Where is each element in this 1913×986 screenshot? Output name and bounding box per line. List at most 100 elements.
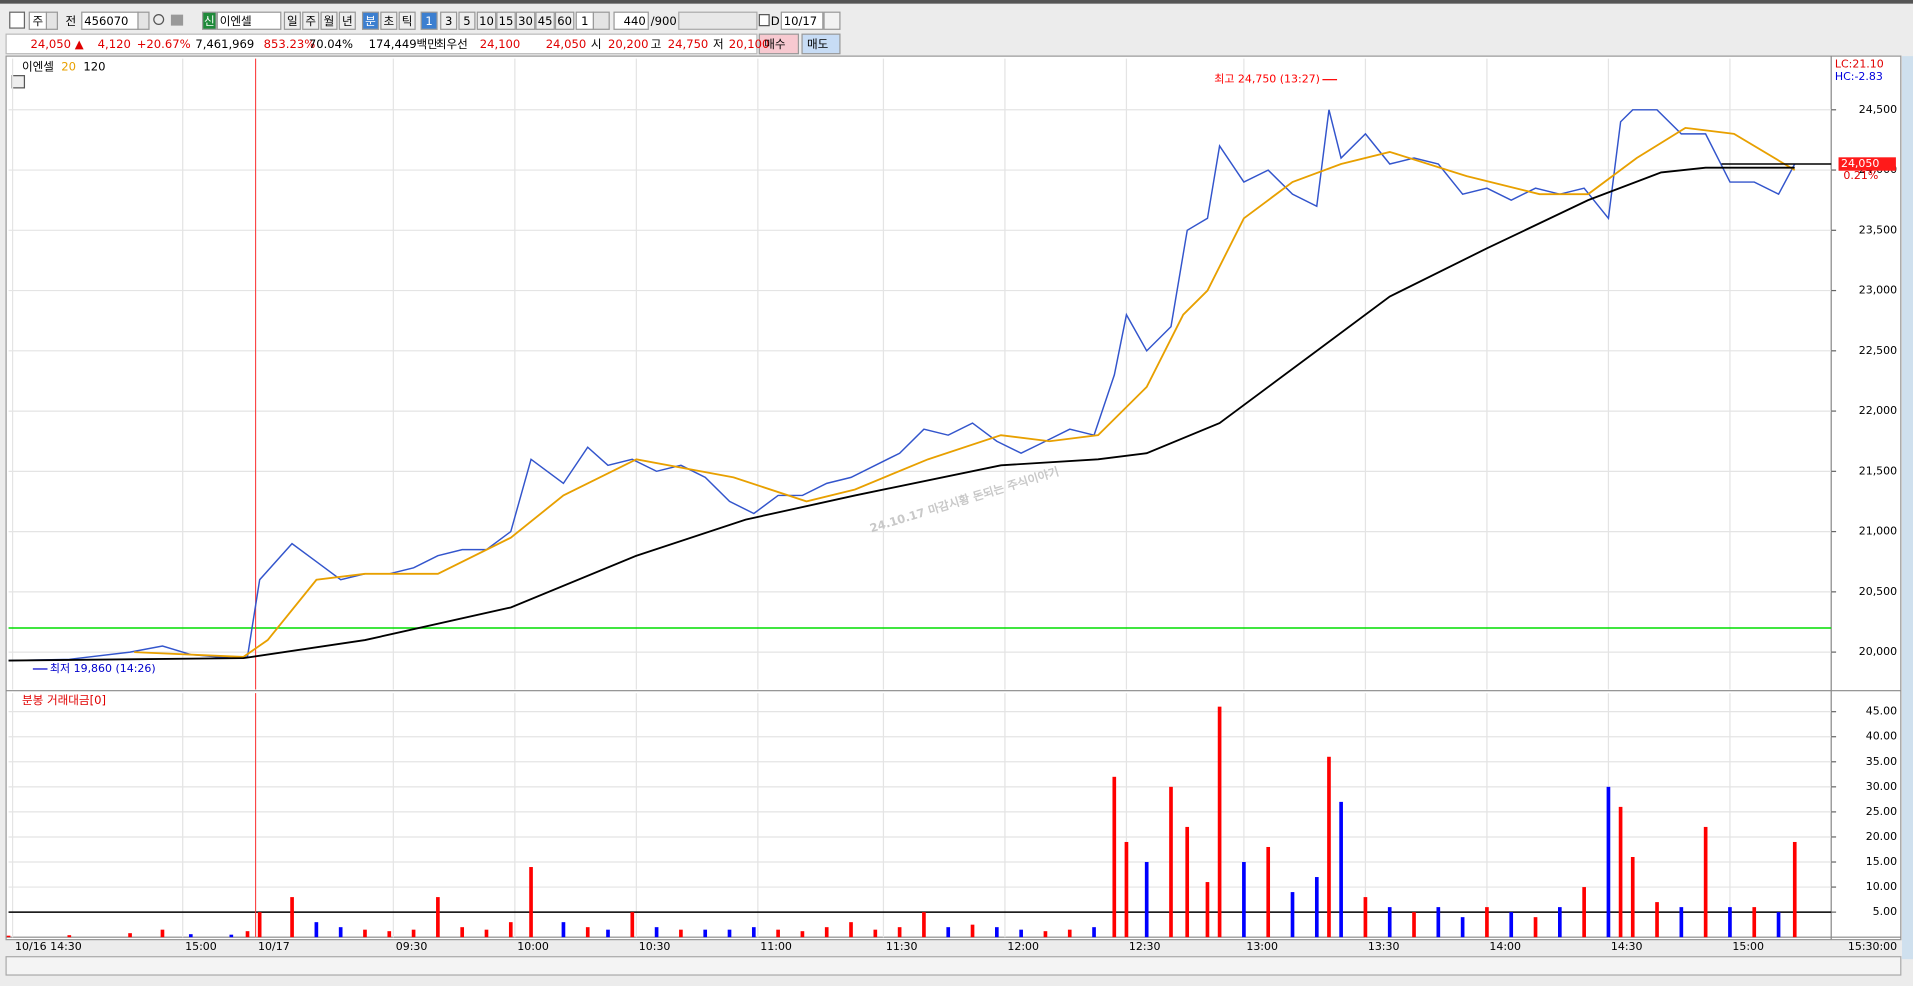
bottom-scrollbar[interactable]	[5, 956, 1902, 976]
info-value[interactable]: 매도	[807, 37, 829, 51]
volume-bar	[529, 867, 533, 938]
toolbar-button[interactable]	[28, 11, 48, 30]
panel-title: 분봉 거래대금[0]	[22, 693, 106, 707]
tool-icons[interactable]	[678, 11, 758, 30]
info-value: 24,100	[480, 37, 521, 51]
toolbar-button[interactable]	[202, 11, 217, 30]
y-tick-label: 22,000	[1859, 404, 1897, 417]
sound-icon[interactable]	[170, 14, 184, 26]
y-tick-label: 5.00	[1873, 905, 1897, 918]
toolbar-label[interactable]: 60	[557, 14, 572, 28]
annotation: 최고 24,750 (13:27)	[1214, 73, 1320, 86]
volume-bar	[387, 931, 392, 938]
calendar-icon[interactable]	[823, 11, 841, 30]
toolbar-label[interactable]: 5	[463, 14, 470, 28]
toolbar-label[interactable]: 10/17	[784, 14, 817, 28]
volume-bar	[1124, 841, 1129, 938]
toolbar-label[interactable]: 일	[287, 14, 298, 28]
toolbar-button[interactable]	[216, 11, 282, 30]
checkbox[interactable]	[758, 14, 770, 27]
toolbar-button[interactable]	[81, 11, 139, 30]
toolbar-button[interactable]	[302, 11, 320, 30]
toolbar-label[interactable]: 10	[479, 14, 494, 28]
volume-bar	[1582, 887, 1586, 938]
toolbar-label[interactable]: /900	[651, 14, 677, 28]
menu-icon[interactable]	[9, 11, 26, 29]
price-line	[8, 166, 1795, 662]
toolbar-button[interactable]	[283, 11, 301, 30]
buy-button[interactable]	[758, 33, 800, 55]
toolbar-label[interactable]: 3	[445, 14, 452, 28]
toolbar-label[interactable]: 신	[204, 14, 215, 28]
x-tick-label: 12:30	[1129, 940, 1161, 953]
volume-bar	[1655, 902, 1659, 938]
panel-icon[interactable]	[11, 75, 26, 89]
toolbar-label[interactable]: 월	[324, 14, 335, 28]
toolbar-button[interactable]	[496, 11, 516, 30]
volume-bar	[1290, 892, 1295, 938]
volume-bar	[436, 897, 440, 938]
x-tick-label: 15:00	[185, 940, 217, 953]
sell-button[interactable]	[801, 33, 841, 55]
toolbar-button[interactable]	[361, 11, 380, 30]
toolbar-label[interactable]: 주	[305, 14, 316, 28]
last-price-tag	[1838, 157, 1896, 171]
toolbar-button[interactable]	[780, 11, 824, 30]
legend-entry: 120	[83, 60, 105, 74]
toolbar-label[interactable]: 456070	[84, 14, 128, 28]
toolbar-button[interactable]	[458, 11, 476, 30]
volume-bar	[606, 929, 610, 938]
search-icon[interactable]	[153, 14, 165, 26]
volume-bar	[1112, 776, 1117, 938]
toolbar-button[interactable]	[535, 11, 555, 30]
toolbar-label[interactable]: 15	[499, 14, 514, 28]
toolbar-button[interactable]	[420, 11, 438, 30]
right-scrollbar[interactable]	[1902, 56, 1913, 960]
dropdown[interactable]	[45, 11, 58, 30]
toolbar-button[interactable]	[320, 11, 338, 30]
dropdown[interactable]	[592, 11, 610, 30]
volume-bar	[1728, 907, 1732, 938]
toolbar-button[interactable]	[515, 11, 536, 30]
volume-bar	[1043, 931, 1048, 938]
toolbar-label[interactable]: 30	[518, 14, 533, 28]
toolbar-button[interactable]	[338, 11, 356, 30]
toolbar-button[interactable]	[440, 11, 458, 30]
toolbar-label[interactable]: 년	[342, 14, 353, 28]
volume-bar	[1185, 826, 1190, 938]
info-value: 최우선	[436, 37, 468, 51]
volume-bar	[946, 927, 951, 938]
toolbar-label[interactable]: 분	[365, 14, 376, 28]
toolbar-label[interactable]: 이엔셀	[220, 14, 252, 28]
toolbar-label[interactable]: D	[771, 14, 780, 28]
toolbar-label[interactable]: 45	[538, 14, 553, 28]
toolbar-label[interactable]: 주	[33, 14, 44, 28]
lc-label: LC:21.10	[1835, 58, 1884, 71]
info-value: 24,050	[546, 37, 587, 51]
volume-bar	[585, 927, 590, 938]
toolbar-button[interactable]	[398, 11, 416, 30]
toolbar-button[interactable]	[380, 11, 398, 30]
volume-bar	[1169, 786, 1173, 938]
info-value: 시	[591, 37, 602, 51]
toolbar-label[interactable]: 1	[425, 14, 432, 28]
toolbar-button[interactable]	[613, 11, 649, 30]
dropdown[interactable]	[137, 11, 150, 30]
toolbar-label[interactable]: 440	[624, 14, 646, 28]
toolbar-label[interactable]: 1	[581, 14, 588, 28]
last-price-label: 24,050	[1841, 157, 1879, 170]
toolbar-label[interactable]: 틱	[402, 14, 413, 28]
x-tick-label: 10/17	[258, 940, 290, 953]
toolbar-label[interactable]: 초	[383, 14, 394, 28]
volume-bar	[1363, 897, 1368, 938]
toolbar-button[interactable]	[554, 11, 575, 30]
toolbar-button[interactable]	[476, 11, 497, 30]
info-value: 고	[651, 37, 662, 51]
y-tick-label: 10.00	[1866, 880, 1897, 893]
toolbar-label[interactable]: 전	[65, 14, 76, 28]
info-value[interactable]: 매수	[764, 37, 786, 51]
toolbar-button[interactable]	[575, 11, 594, 30]
volume-bar	[751, 927, 756, 938]
